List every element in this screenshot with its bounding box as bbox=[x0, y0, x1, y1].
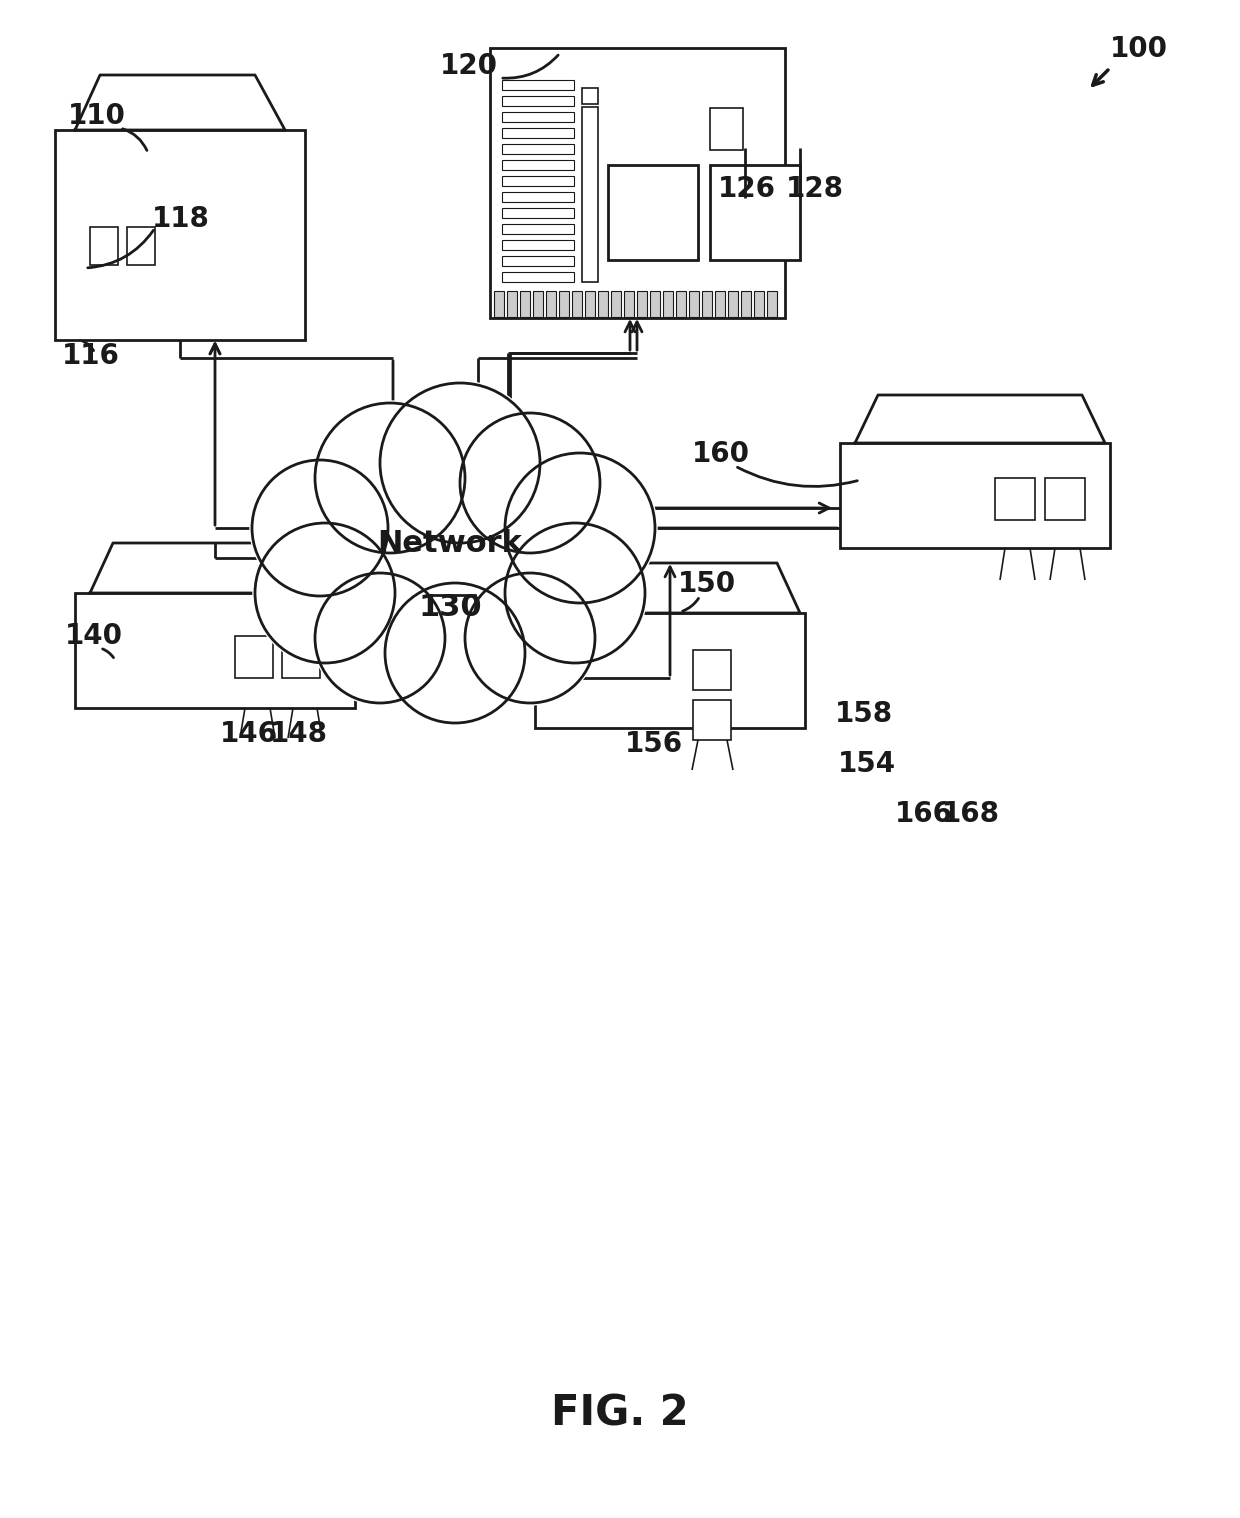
Bar bbox=[502, 96, 574, 106]
Bar bbox=[663, 291, 673, 317]
Bar bbox=[689, 291, 699, 317]
Text: Network: Network bbox=[377, 528, 522, 557]
Text: 126: 126 bbox=[718, 175, 776, 203]
Bar bbox=[1045, 478, 1085, 521]
Text: 156: 156 bbox=[625, 730, 683, 757]
Bar bbox=[91, 228, 118, 266]
Text: 140: 140 bbox=[64, 622, 123, 650]
Text: 130: 130 bbox=[418, 594, 482, 622]
Circle shape bbox=[383, 581, 527, 726]
Bar bbox=[585, 291, 595, 317]
Bar bbox=[502, 240, 574, 250]
Bar bbox=[572, 291, 582, 317]
Bar bbox=[839, 443, 1110, 548]
Text: 146: 146 bbox=[219, 720, 278, 748]
Bar bbox=[768, 291, 777, 317]
Bar bbox=[534, 613, 805, 729]
Bar bbox=[598, 291, 608, 317]
Bar bbox=[582, 88, 598, 105]
Circle shape bbox=[463, 571, 596, 704]
Bar bbox=[728, 291, 738, 317]
Bar bbox=[693, 650, 732, 691]
Text: 168: 168 bbox=[942, 800, 999, 827]
Bar bbox=[494, 291, 503, 317]
Bar bbox=[281, 636, 320, 679]
Bar bbox=[546, 291, 556, 317]
Text: 116: 116 bbox=[62, 342, 120, 370]
Bar bbox=[715, 291, 725, 317]
Bar bbox=[711, 165, 800, 260]
Bar bbox=[502, 225, 574, 234]
Bar bbox=[490, 49, 785, 317]
Text: 150: 150 bbox=[678, 569, 737, 598]
Text: 154: 154 bbox=[838, 750, 897, 779]
Circle shape bbox=[458, 411, 601, 556]
Text: 120: 120 bbox=[440, 52, 498, 80]
Bar bbox=[126, 228, 155, 266]
Bar bbox=[502, 80, 574, 90]
Bar bbox=[624, 291, 634, 317]
Text: 128: 128 bbox=[786, 175, 844, 203]
Bar bbox=[676, 291, 686, 317]
Bar bbox=[502, 208, 574, 219]
Text: 110: 110 bbox=[68, 102, 126, 131]
Text: 160: 160 bbox=[692, 440, 750, 468]
Bar bbox=[502, 112, 574, 121]
Circle shape bbox=[503, 521, 647, 665]
Bar bbox=[754, 291, 764, 317]
Circle shape bbox=[330, 428, 570, 668]
Text: FIG. 2: FIG. 2 bbox=[552, 1392, 688, 1435]
Bar bbox=[693, 700, 732, 739]
Bar bbox=[502, 257, 574, 266]
Bar bbox=[582, 106, 598, 282]
Text: 100: 100 bbox=[1110, 35, 1168, 64]
Text: 166: 166 bbox=[895, 800, 954, 827]
Text: 158: 158 bbox=[835, 700, 893, 729]
Bar bbox=[711, 108, 743, 150]
Bar bbox=[236, 636, 273, 679]
Bar bbox=[559, 291, 569, 317]
Bar bbox=[742, 291, 751, 317]
Bar bbox=[502, 128, 574, 138]
Bar bbox=[994, 478, 1035, 521]
Bar bbox=[74, 594, 355, 707]
Bar bbox=[611, 291, 621, 317]
Bar bbox=[502, 159, 574, 170]
Bar bbox=[502, 176, 574, 187]
Text: 118: 118 bbox=[153, 205, 210, 232]
Bar bbox=[502, 191, 574, 202]
Bar bbox=[702, 291, 712, 317]
Circle shape bbox=[250, 458, 391, 598]
Circle shape bbox=[312, 571, 446, 704]
Bar bbox=[520, 291, 529, 317]
Circle shape bbox=[312, 401, 467, 556]
Bar bbox=[502, 144, 574, 153]
Text: 148: 148 bbox=[270, 720, 329, 748]
Bar bbox=[650, 291, 660, 317]
Bar bbox=[507, 291, 517, 317]
Circle shape bbox=[253, 521, 397, 665]
Bar bbox=[637, 291, 647, 317]
Bar bbox=[502, 272, 574, 282]
Circle shape bbox=[378, 381, 542, 545]
Bar bbox=[55, 131, 305, 340]
Bar bbox=[533, 291, 543, 317]
Bar bbox=[608, 165, 698, 260]
Circle shape bbox=[503, 451, 657, 606]
